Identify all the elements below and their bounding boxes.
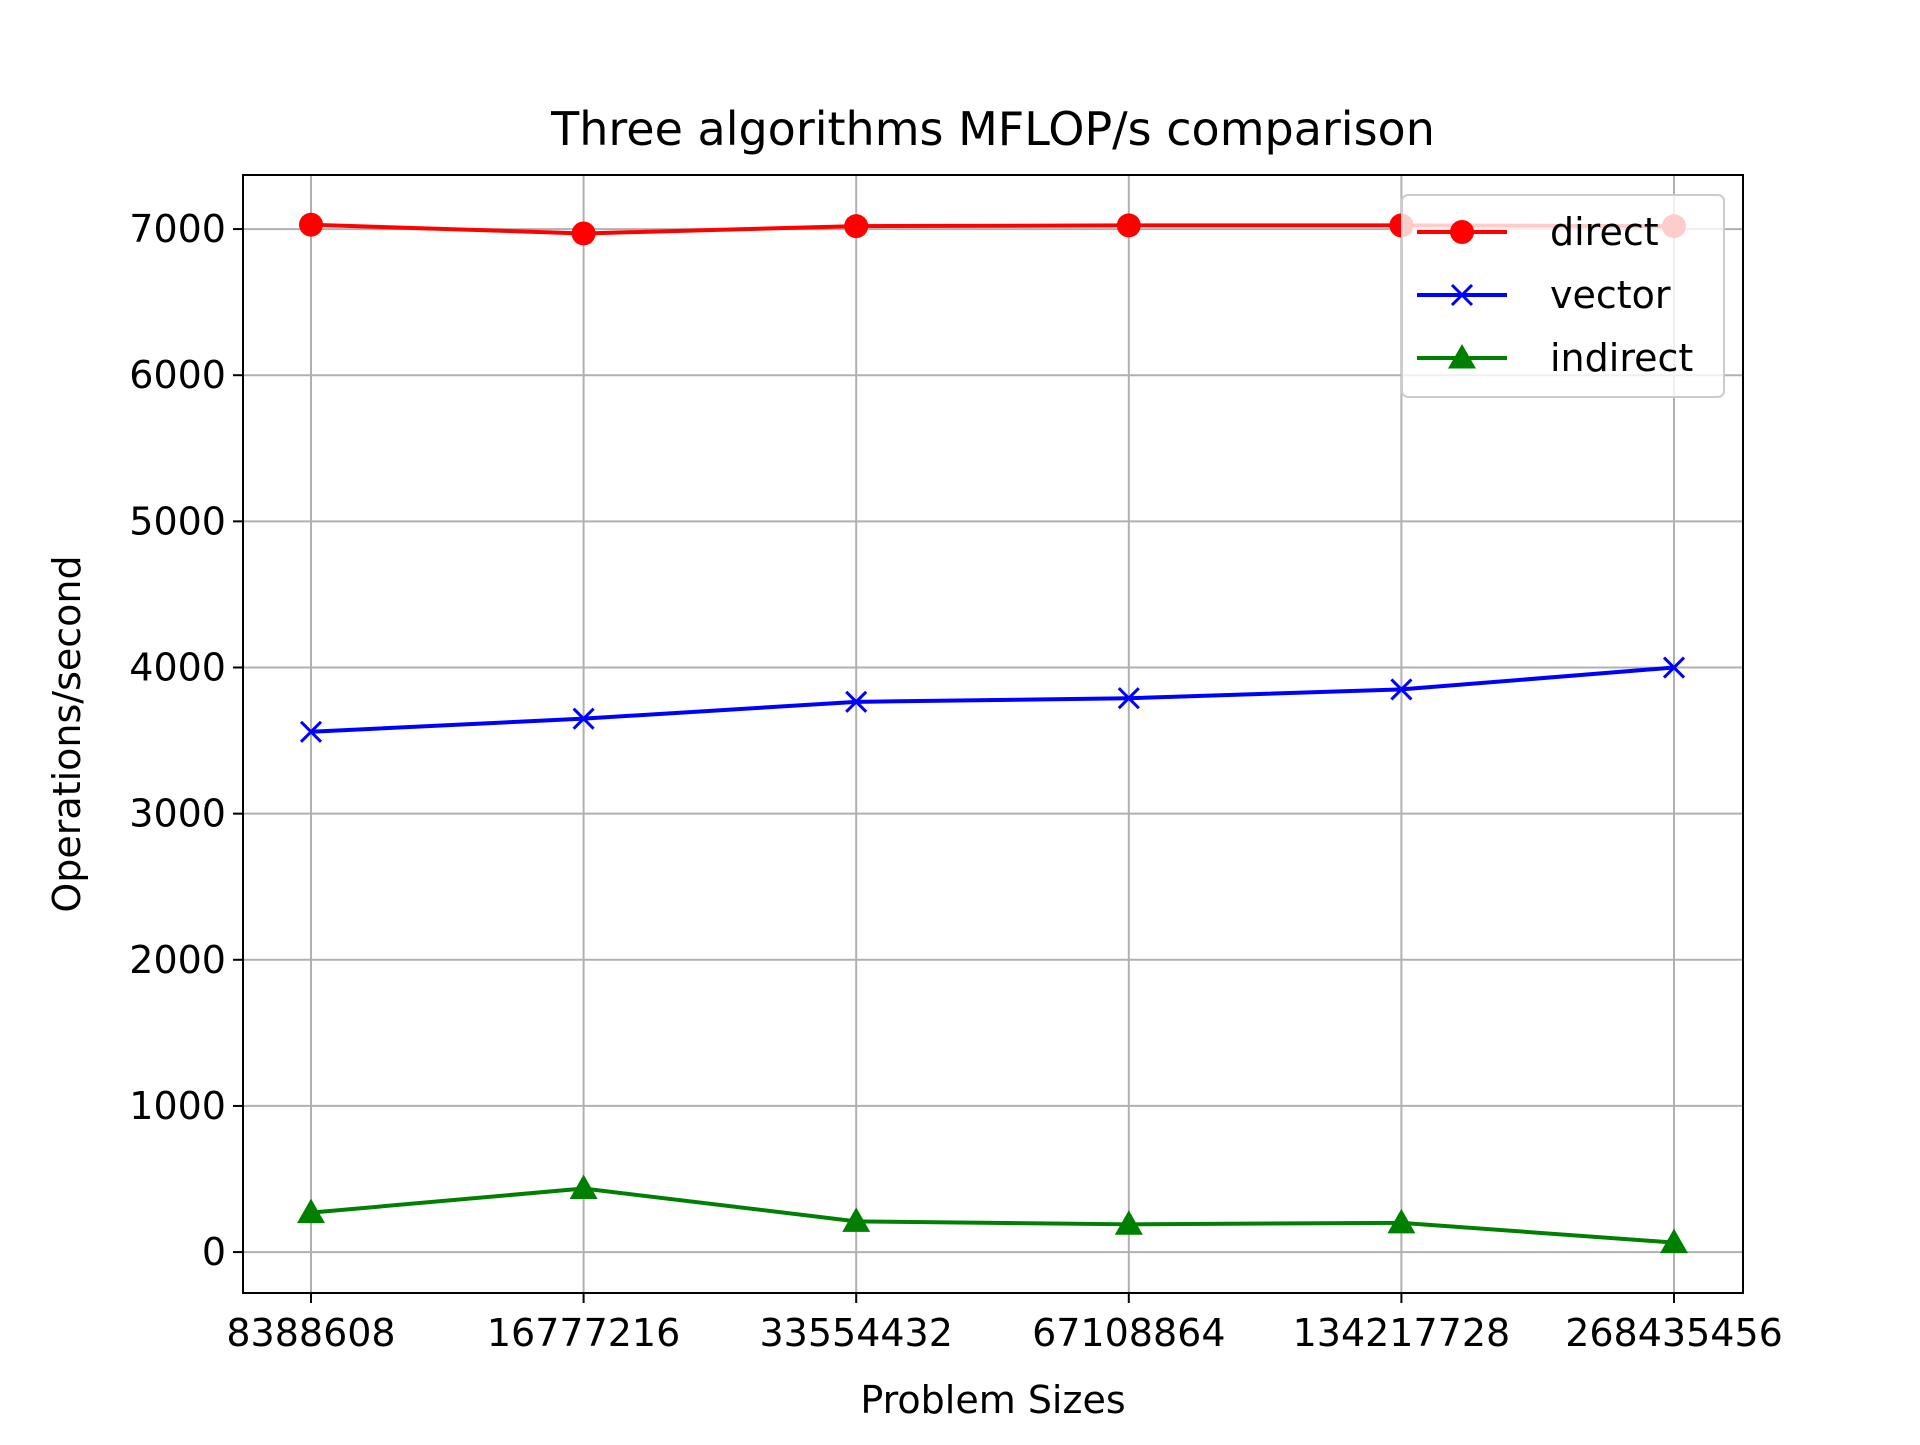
series-line-indirect — [310, 1186, 1675, 1245]
data-point-vector — [1117, 687, 1140, 710]
legend-label-indirect: indirect — [1550, 336, 1693, 380]
data-point-direct — [844, 214, 869, 239]
data-point-indirect — [1387, 1208, 1416, 1234]
y-tick-label: 6000 — [129, 353, 226, 397]
legend-item-direct: direct — [1417, 210, 1659, 254]
data-point-indirect — [1660, 1228, 1688, 1254]
data-point-indirect — [842, 1207, 871, 1232]
y-tick-label: 7000 — [129, 207, 226, 251]
data-point-direct — [1116, 213, 1141, 238]
x-axis-label: Problem Sizes — [860, 1378, 1125, 1422]
plot-frame — [242, 174, 1744, 1294]
legend-label-vector: vector — [1550, 273, 1671, 317]
data-point-indirect — [569, 1174, 598, 1200]
chart-title: Three algorithms MFLOP/s comparison — [550, 102, 1435, 156]
y-tick-label: 4000 — [129, 646, 226, 690]
data-point-indirect — [1114, 1210, 1143, 1235]
legend-marker-direct — [1450, 220, 1474, 244]
legend-box — [1401, 194, 1725, 398]
series-indirect — [297, 1174, 1688, 1254]
x-tick-label: 16777216 — [487, 1311, 680, 1355]
y-axis-label: Operations/second — [45, 555, 89, 912]
grid — [243, 175, 1743, 1293]
x-tick-label: 134217728 — [1293, 1311, 1511, 1355]
data-point-vector — [572, 707, 595, 730]
data-point-vector — [1390, 678, 1413, 701]
y-tick-label: 2000 — [129, 938, 226, 982]
y-tick-label: 0 — [202, 1230, 226, 1274]
legend-marker-vector — [1450, 283, 1474, 307]
series — [297, 212, 1688, 1254]
data-point-vector — [845, 690, 868, 713]
y-tick-label: 5000 — [129, 499, 226, 543]
x-tick-label: 67108864 — [1032, 1311, 1225, 1355]
x-tick-label: 268435456 — [1565, 1311, 1783, 1355]
series-line-vector — [310, 665, 1675, 734]
y-tick-label: 1000 — [129, 1084, 226, 1128]
legend: direct vector indirect — [1401, 194, 1725, 398]
axis-ticks: 8388608 16777216 33554432 67108864 134217728… — [129, 207, 1783, 1355]
data-point-direct — [299, 212, 323, 237]
legend-item-vector: vector — [1417, 273, 1671, 317]
x-tick-label: 33554432 — [759, 1311, 952, 1355]
data-point-vector — [299, 720, 323, 743]
legend-marker-indirect — [1448, 344, 1476, 369]
data-point-direct — [571, 221, 596, 246]
legend-label-direct: direct — [1550, 210, 1659, 254]
data-point-vector — [1662, 656, 1686, 679]
y-tick-label: 3000 — [129, 792, 226, 836]
data-point-indirect — [297, 1198, 325, 1224]
x-tick-label: 8388608 — [226, 1311, 395, 1355]
series-vector — [299, 656, 1686, 743]
legend-item-indirect: indirect — [1417, 336, 1693, 380]
